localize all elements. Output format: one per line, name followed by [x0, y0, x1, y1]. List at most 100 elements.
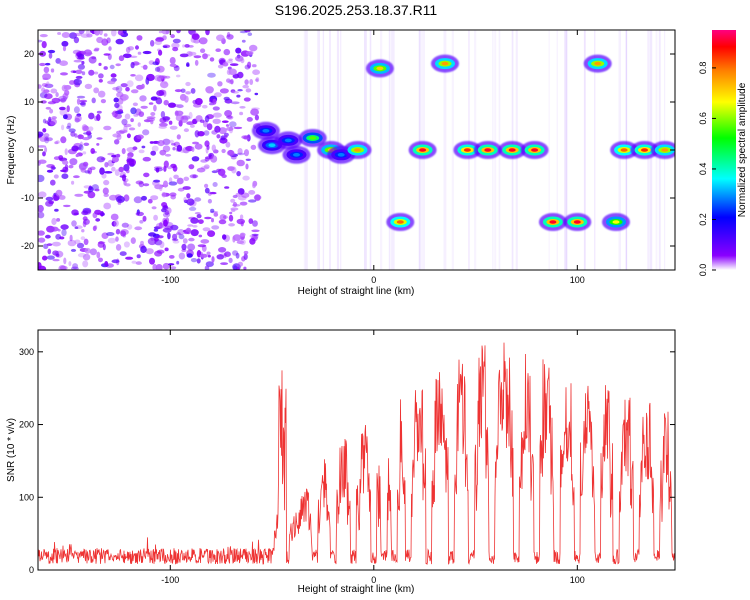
noise-speckle: [227, 166, 235, 172]
noise-speckle: [198, 234, 203, 238]
noise-speckle: [111, 259, 120, 264]
noise-speckle: [198, 219, 204, 225]
noise-speckle: [75, 153, 80, 158]
noise-speckle: [176, 177, 184, 185]
faint-streak: [390, 30, 392, 270]
noise-speckle: [140, 65, 148, 69]
noise-speckle: [51, 217, 57, 226]
noise-speckle: [106, 37, 111, 44]
noise-speckle: [103, 66, 108, 70]
noise-speckle: [248, 199, 257, 203]
noise-speckle: [163, 99, 169, 106]
noise-speckle: [227, 149, 234, 156]
noise-speckle: [38, 211, 45, 219]
spectrogram-ylabel: Frequency (Hz): [6, 116, 17, 185]
noise-speckle: [248, 190, 256, 195]
noise-speckle: [130, 74, 136, 77]
noise-speckle: [228, 58, 233, 61]
noise-speckle: [163, 180, 168, 188]
noise-speckle: [96, 110, 102, 114]
noise-speckle: [63, 204, 71, 208]
noise-speckle: [59, 60, 68, 66]
noise-speckle: [78, 30, 85, 35]
noise-speckle: [42, 128, 47, 133]
noise-speckle: [64, 164, 69, 171]
faint-streak: [556, 30, 558, 270]
noise-speckle: [59, 265, 68, 270]
noise-speckle: [126, 147, 136, 153]
x-tick-label: 0: [371, 275, 376, 285]
noise-speckle: [243, 250, 249, 255]
tone-peak: [620, 148, 628, 152]
noise-speckle: [254, 92, 259, 96]
noise-speckle: [176, 74, 181, 78]
noise-speckle: [249, 44, 258, 52]
noise-speckle: [193, 55, 202, 59]
noise-speckle: [46, 81, 50, 85]
noise-speckle: [51, 97, 61, 104]
noise-speckle: [211, 256, 215, 263]
noise-speckle: [103, 53, 111, 56]
noise-speckle: [71, 220, 77, 227]
noise-speckle: [159, 241, 165, 249]
noise-speckle: [44, 83, 54, 89]
noise-speckle: [38, 84, 42, 89]
noise-speckle: [194, 212, 201, 215]
noise-speckle: [223, 215, 228, 219]
noise-speckle: [86, 130, 92, 136]
tone-peak: [549, 220, 557, 224]
noise-speckle: [252, 64, 257, 68]
noise-speckle: [194, 143, 203, 150]
noise-speckle: [122, 53, 132, 59]
noise-speckle: [112, 156, 119, 163]
noise-speckle: [164, 153, 172, 157]
noise-speckle: [115, 63, 121, 67]
noise-speckle: [48, 52, 53, 59]
noise-speckle: [203, 164, 210, 169]
noise-speckle: [110, 213, 119, 221]
noise-speckle: [113, 97, 119, 103]
noise-speckle: [154, 184, 164, 190]
noise-speckle: [58, 195, 66, 200]
noise-speckle: [215, 48, 221, 52]
noise-speckle: [49, 108, 54, 114]
noise-speckle: [214, 125, 221, 133]
noise-speckle: [43, 133, 50, 138]
noise-speckle: [91, 97, 96, 104]
noise-speckle: [154, 74, 164, 82]
faint-streak: [388, 30, 391, 270]
noise-speckle: [210, 155, 218, 163]
noise-speckle: [236, 171, 241, 177]
noise-speckle: [164, 247, 169, 252]
y-tick-label: 20: [24, 49, 34, 59]
noise-speckle: [111, 30, 117, 37]
noise-speckle: [158, 30, 163, 34]
noise-speckle: [80, 236, 86, 241]
noise-speckle: [88, 56, 97, 64]
noise-speckle: [81, 229, 85, 233]
noise-speckle: [224, 186, 230, 189]
noise-speckle: [117, 201, 122, 205]
noise-speckle: [237, 89, 243, 92]
noise-speckle: [160, 81, 169, 89]
noise-speckle: [52, 258, 60, 262]
noise-speckle: [98, 62, 102, 66]
noise-speckle: [55, 189, 63, 197]
noise-speckle: [44, 146, 48, 153]
noise-speckle: [130, 237, 136, 245]
noise-speckle: [71, 266, 79, 270]
noise-speckle: [194, 130, 200, 138]
noise-speckle: [140, 245, 147, 253]
noise-speckle: [154, 40, 162, 46]
noise-speckle: [100, 99, 106, 104]
noise-speckle: [99, 167, 105, 175]
noise-speckle: [74, 226, 79, 229]
noise-speckle: [182, 186, 191, 190]
faint-streak: [443, 30, 447, 270]
x-tick-label: 100: [570, 275, 585, 285]
noise-speckle: [55, 92, 59, 98]
tone-peak: [419, 148, 427, 152]
noise-speckle: [145, 77, 150, 85]
noise-speckle: [60, 72, 68, 76]
noise-speckle: [89, 30, 94, 33]
